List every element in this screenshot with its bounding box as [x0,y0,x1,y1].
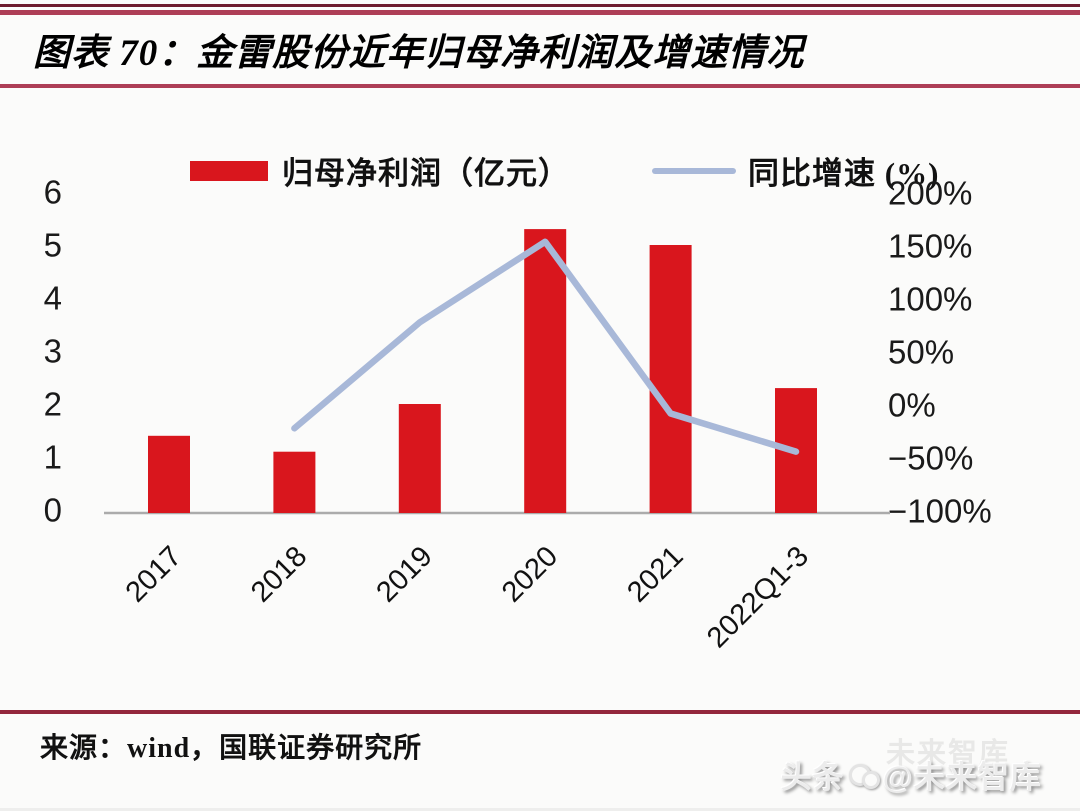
bar-2017 [148,435,190,513]
top-rule-dark [0,4,1080,7]
toutiao-logo-icon [848,762,880,789]
figure-title: 图表 70：金雷股份近年归母净利润及增速情况 [33,33,805,74]
watermark-handle: @未来智库 [882,760,1042,795]
legend-item-growth: 同比增速 (%) [652,148,939,193]
watermark-ghost-text: 未来智库 [885,738,1010,770]
svg-text:200%: 200% [888,175,972,212]
bar-series [148,229,817,513]
bar-2021 [649,245,692,513]
svg-text:−50%: −50% [888,440,973,477]
watermark-prefix: 头条 [780,760,845,795]
svg-text:1: 1 [44,439,62,476]
svg-text:6: 6 [44,174,62,211]
right-axis-ticks: 200% 150% 100% 50% 0% −50% −100% [888,175,992,530]
watermark: 头条 @未来智库 [781,752,1042,797]
svg-text:150%: 150% [888,228,972,265]
line-legend-label: 同比增速 (%) [748,156,940,191]
line-legend-swatch [652,167,736,174]
growth-line [291,238,800,455]
svg-text:2022Q1-3: 2022Q1-3 [701,540,815,654]
source-note: 来源：wind，国联证券研究所 [40,733,423,764]
svg-text:0: 0 [44,492,62,529]
svg-text:2017: 2017 [120,540,188,608]
title-divider [0,84,1080,88]
bar-2020 [524,229,567,513]
bar-2019 [398,404,441,513]
page-bottom-edge [0,808,1080,811]
bar-2018 [273,451,316,513]
svg-text:2020: 2020 [496,540,564,608]
bar-legend-label: 归母净利润（亿元） [282,156,570,191]
footer-divider [0,710,1080,714]
svg-text:−100%: −100% [888,493,992,530]
svg-text:5: 5 [44,227,62,264]
bar-legend-swatch [190,160,268,181]
svg-text:0%: 0% [888,387,936,424]
svg-text:2021: 2021 [621,540,689,608]
svg-text:50%: 50% [888,334,954,371]
svg-text:100%: 100% [888,281,972,318]
svg-text:2: 2 [44,386,62,423]
svg-text:4: 4 [44,280,62,317]
svg-text:2019: 2019 [371,540,439,608]
svg-text:2018: 2018 [245,540,313,608]
legend-item-net-profit: 归母净利润（亿元） [190,148,570,193]
top-rule-accent [0,10,1080,15]
left-axis-ticks: 6 5 4 3 2 1 0 [44,174,62,529]
x-axis-labels: 2017 2018 2019 2020 2021 2022Q1-3 [120,540,815,654]
svg-text:3: 3 [44,333,62,370]
